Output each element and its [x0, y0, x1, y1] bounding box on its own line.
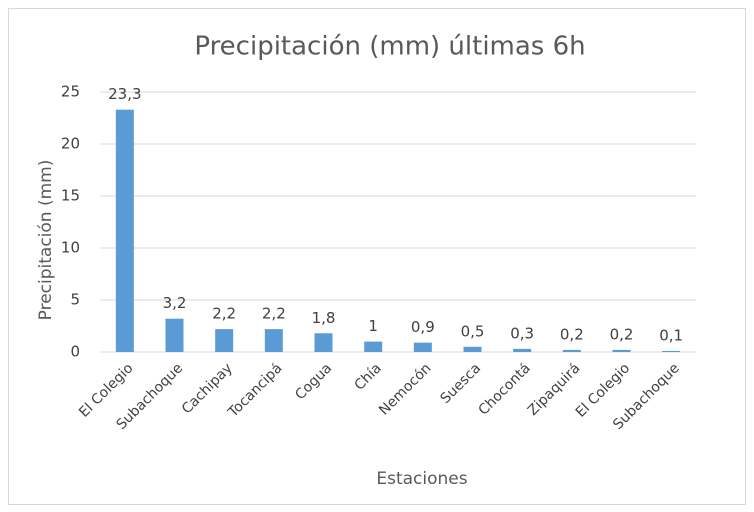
bar	[215, 329, 234, 352]
data-label: 0,3	[510, 324, 534, 342]
bar	[413, 342, 432, 352]
data-label: 0,2	[560, 325, 584, 343]
y-tick-label: 25	[61, 83, 80, 101]
y-tick-label: 5	[70, 291, 80, 309]
bar	[264, 329, 283, 352]
bar	[463, 346, 482, 352]
chart-title: Precipitación (mm) últimas 6h	[194, 32, 585, 62]
data-label: 0,2	[610, 325, 634, 343]
bar	[364, 341, 383, 352]
bar	[612, 349, 631, 352]
bar	[513, 348, 532, 352]
y-tick-label: 10	[61, 239, 80, 257]
y-tick-label: 15	[61, 187, 80, 205]
bar	[115, 109, 134, 353]
data-label: 3,2	[163, 294, 187, 312]
y-tick-label: 0	[70, 343, 80, 361]
y-tick-label: 20	[61, 135, 80, 153]
data-label: 1	[368, 317, 378, 335]
data-label: 2,2	[212, 305, 236, 323]
y-axis-label: Precipitación (mm)	[36, 160, 56, 321]
data-label: 0,1	[659, 326, 683, 344]
bar	[314, 333, 333, 352]
data-label: 2,2	[262, 305, 286, 323]
bar	[165, 318, 184, 352]
data-label: 1,8	[312, 309, 336, 327]
bar	[562, 349, 581, 352]
data-label: 0,9	[411, 318, 435, 336]
data-label: 0,5	[461, 322, 485, 340]
data-label: 23,3	[108, 85, 141, 103]
x-axis-label: Estaciones	[376, 469, 467, 489]
bar	[662, 350, 681, 352]
